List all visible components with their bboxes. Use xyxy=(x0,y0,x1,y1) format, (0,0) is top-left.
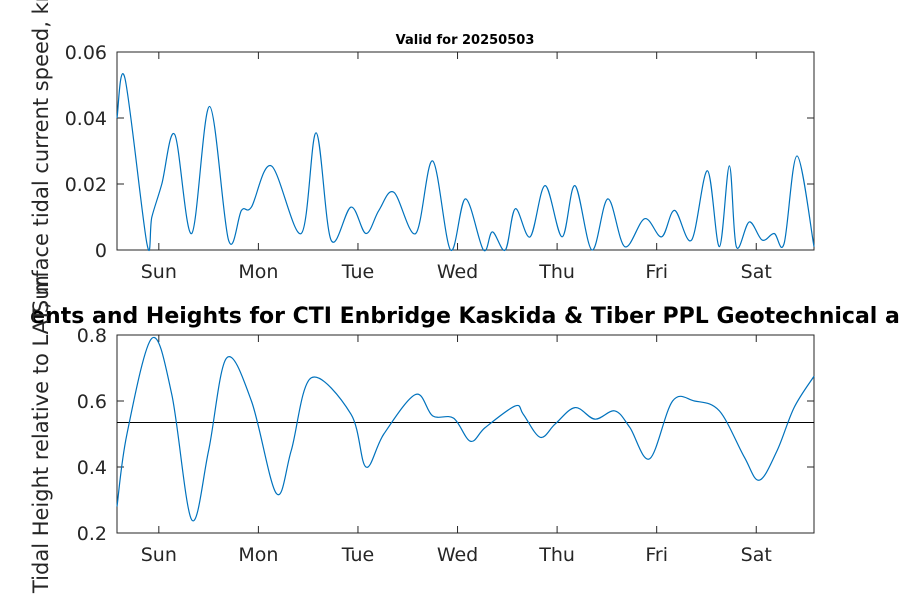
top-plot-area xyxy=(116,51,815,251)
x-tick-label: Sat xyxy=(741,544,772,566)
x-tick-label: Sat xyxy=(741,261,772,283)
y-tick-label: 0.2 xyxy=(77,523,107,545)
x-tick-label: Tue xyxy=(341,261,374,283)
y-tick-label: 0.6 xyxy=(77,391,107,413)
y-tick-label: 0.04 xyxy=(65,108,107,130)
y-tick-label: 0 xyxy=(95,240,107,262)
top-panel: 0 0.02 0.04 0.06 Sun Mon Tue Wed Thu Fri Sat Vali… xyxy=(29,0,815,313)
x-tick-label: Tue xyxy=(341,544,374,566)
y-tick-label: 0.06 xyxy=(65,42,107,64)
x-tick-label: Sun xyxy=(141,261,177,283)
top-y-ticks: 0 0.02 0.04 0.06 xyxy=(65,42,814,262)
bottom-ylabel: Tidal Height relative to LAT, m xyxy=(29,275,53,594)
top-title: Valid for 20250503 xyxy=(396,33,535,48)
x-tick-label: Mon xyxy=(238,544,278,566)
bottom-title: ents and Heights for CTI Enbridge Kaskid… xyxy=(30,304,900,329)
x-tick-label: Thu xyxy=(538,544,575,566)
tidal-height-line xyxy=(116,336,815,522)
y-tick-label: 0.8 xyxy=(77,325,107,347)
x-tick-label: Wed xyxy=(437,261,478,283)
x-tick-label: Fri xyxy=(645,261,668,283)
top-x-ticks: Sun Mon Tue Wed Thu Fri Sat xyxy=(141,52,772,283)
bottom-panel: 0.2 0.4 0.6 0.8 Sun Mon Tue Wed Thu Fri Sat ents … xyxy=(29,275,900,594)
bottom-x-ticks: Sun Mon Tue Wed Thu Fri Sat xyxy=(141,335,772,566)
x-tick-label: Mon xyxy=(238,261,278,283)
x-tick-label: Thu xyxy=(538,261,575,283)
x-tick-label: Wed xyxy=(437,544,478,566)
x-tick-label: Fri xyxy=(645,544,668,566)
top-ylabel: Surface tidal current speed, kn xyxy=(29,0,53,313)
current-speed-line xyxy=(116,73,815,252)
y-tick-label: 0.4 xyxy=(77,457,107,479)
x-tick-label: Sun xyxy=(141,544,177,566)
bottom-y-ticks: 0.2 0.4 0.6 0.8 xyxy=(77,325,814,545)
y-tick-label: 0.02 xyxy=(65,174,107,196)
bottom-plot-area xyxy=(116,334,815,534)
